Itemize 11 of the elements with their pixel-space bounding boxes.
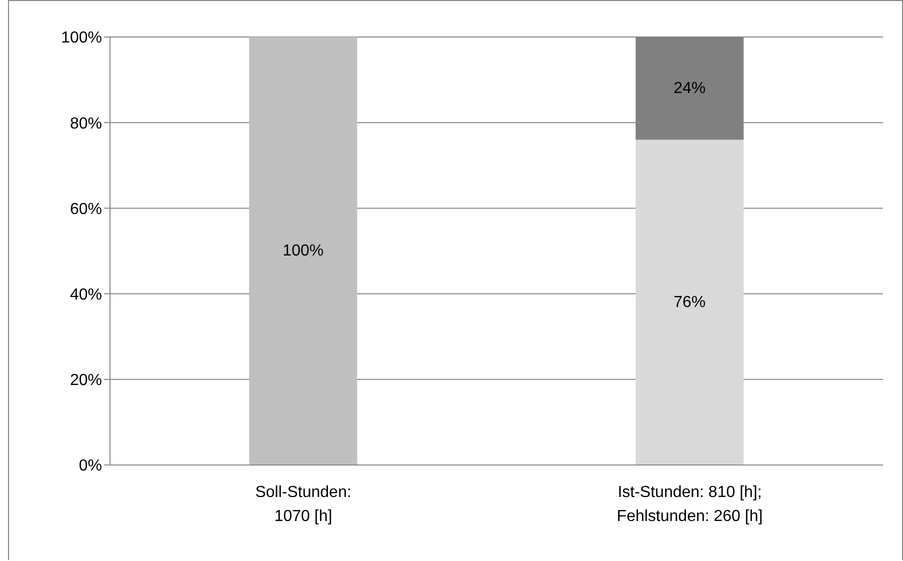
data-label: 24% — [674, 80, 706, 97]
y-tick-label: 60% — [70, 200, 102, 218]
y-tick-label: 0% — [78, 458, 102, 475]
y-tick-label: 100% — [61, 30, 102, 47]
y-tick-label: 20% — [70, 372, 102, 390]
data-label: 76% — [674, 294, 706, 311]
y-tick-label: 40% — [70, 286, 102, 304]
x-tick-label: Ist-Stunden: 810 [h]; Fehlstunden: 260 [h] — [616, 484, 763, 525]
data-label: 100% — [282, 242, 324, 260]
x-tick-label: Soll-Stunden: 1070 [h] — [255, 484, 352, 525]
y-tick-label: 80% — [70, 115, 102, 132]
